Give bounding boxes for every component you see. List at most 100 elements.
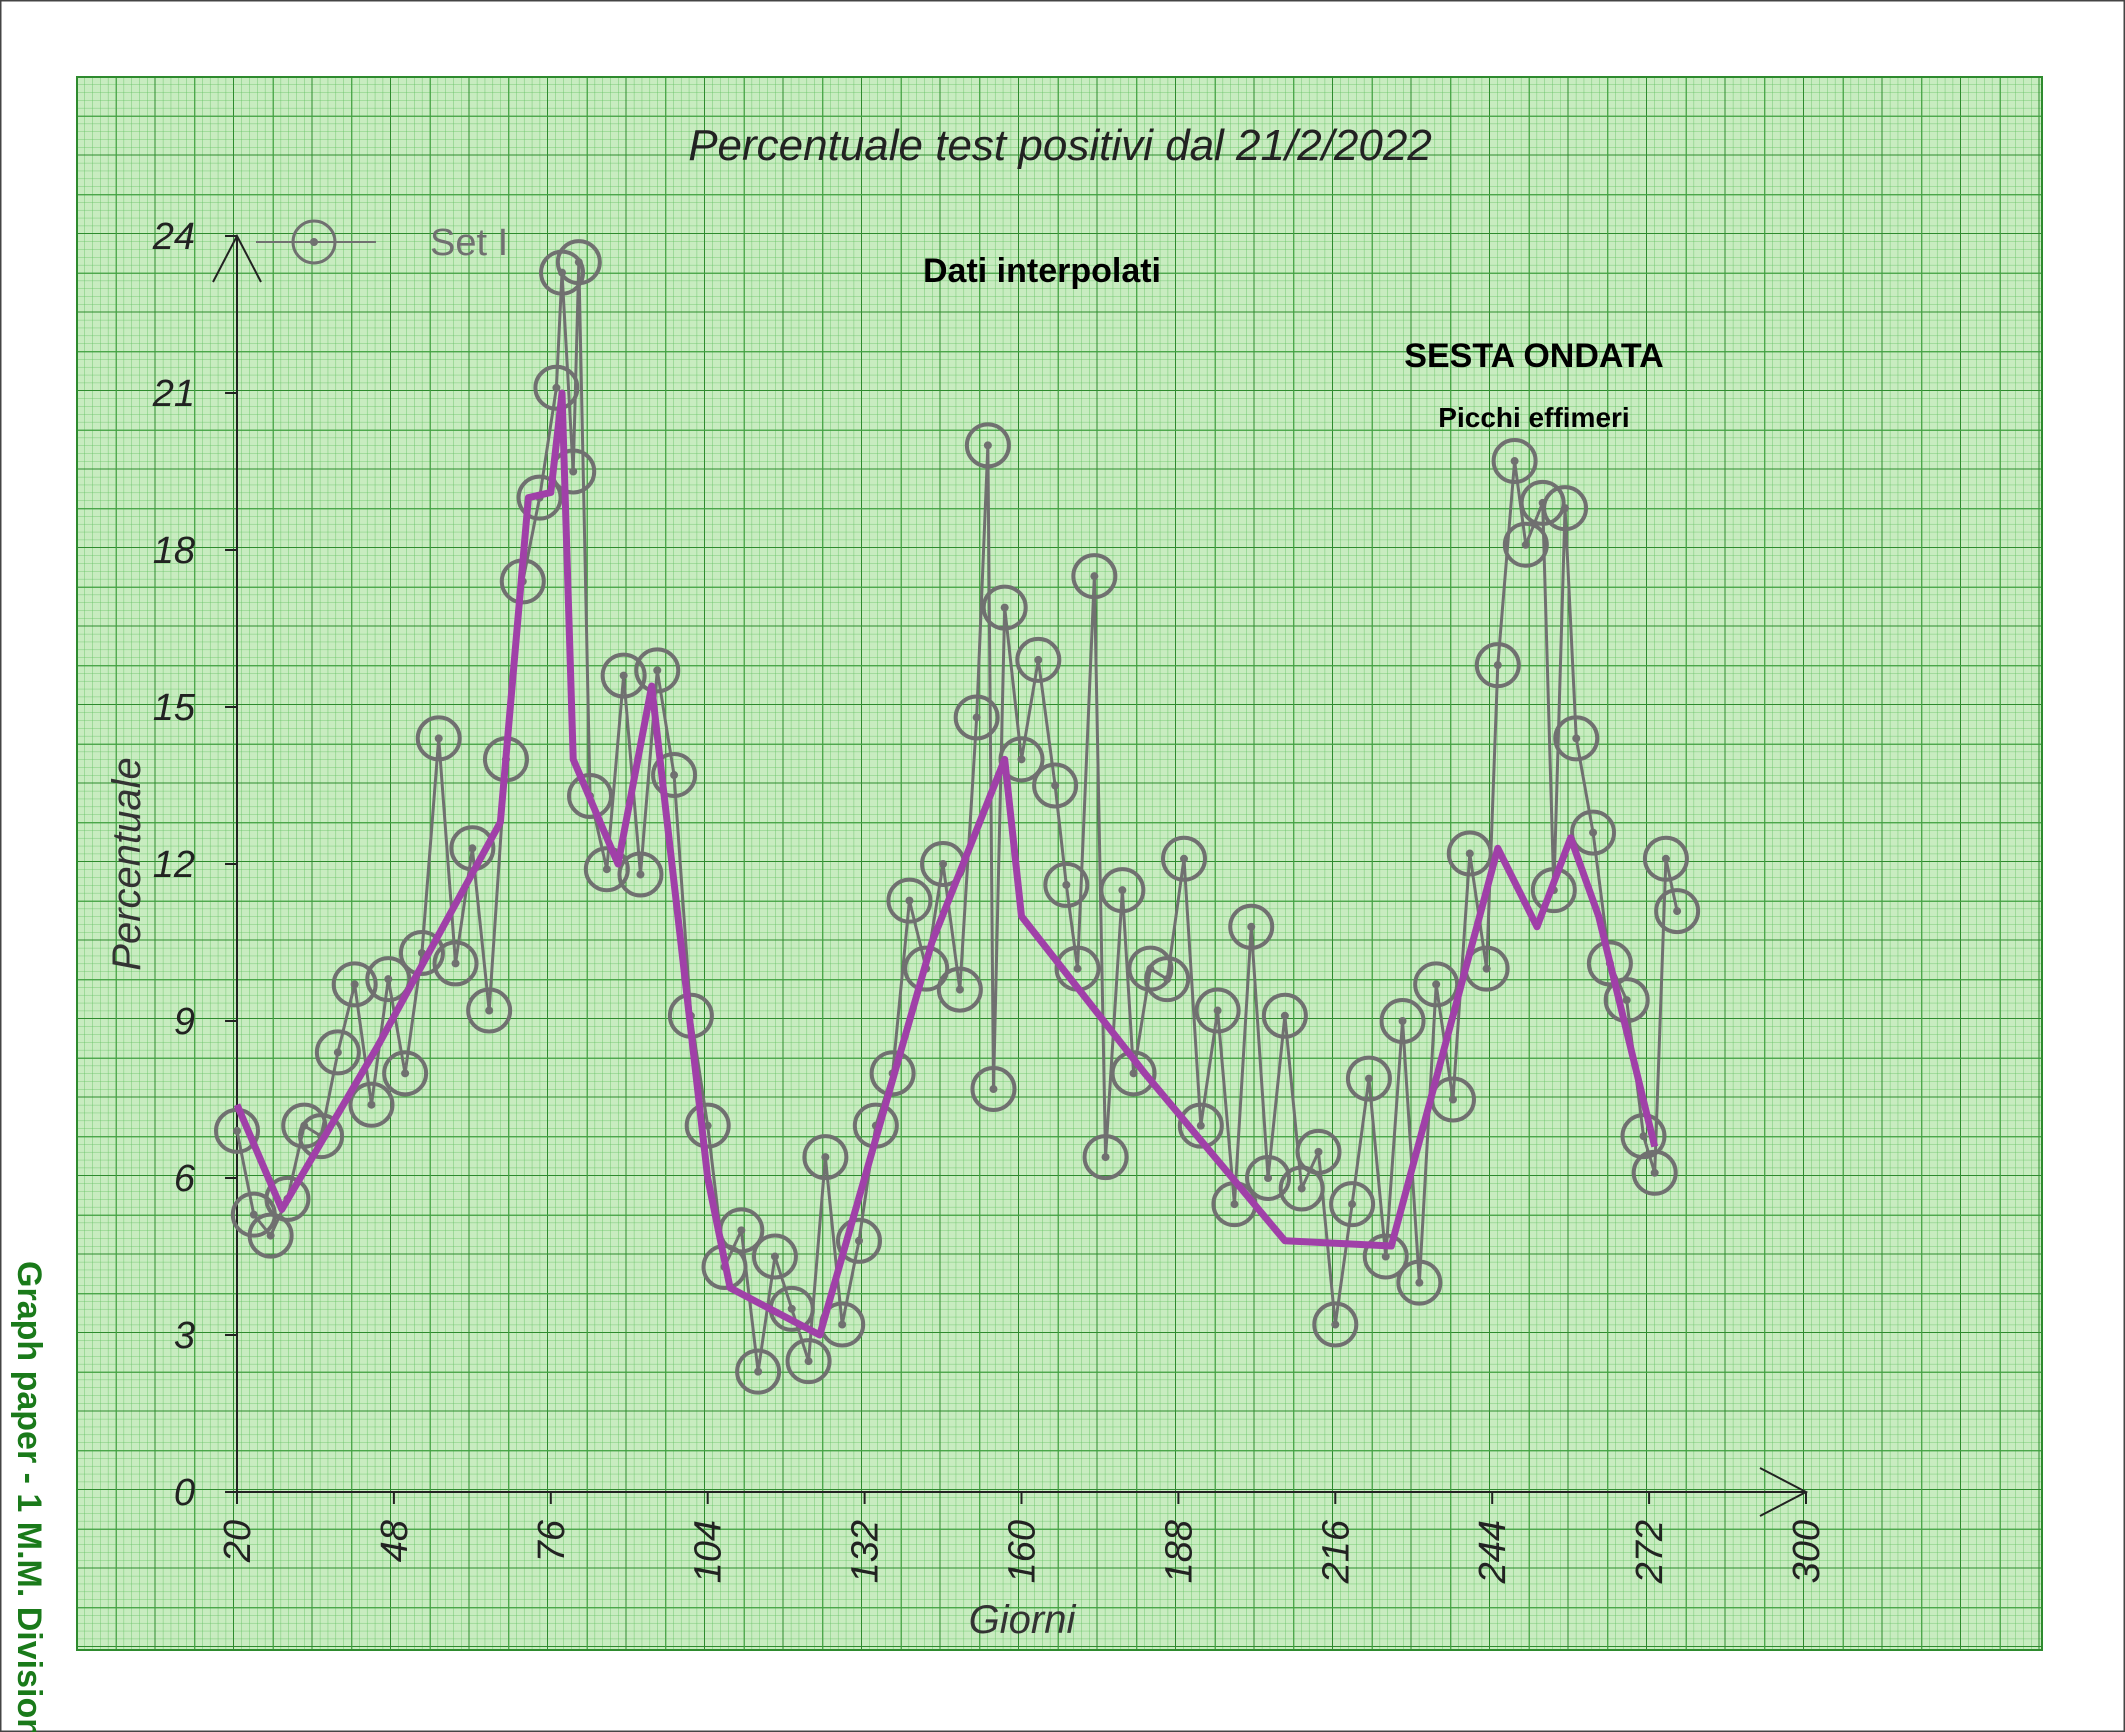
point-ring	[1245, 1155, 1292, 1201]
x-tick-label: 160	[1002, 1520, 1044, 1583]
point-dot	[602, 865, 611, 874]
point-dot	[1521, 540, 1530, 549]
point-dot	[1314, 1147, 1323, 1156]
point-ring	[684, 1102, 731, 1149]
point-ring	[936, 966, 983, 1013]
y-tick-label: 6	[174, 1158, 196, 1200]
point-ring	[802, 1134, 849, 1181]
point-dot	[1493, 661, 1502, 670]
y-tick-label: 9	[174, 1001, 195, 1043]
point-dot	[1034, 655, 1043, 664]
point-dot	[468, 844, 477, 853]
point-dot	[1448, 1095, 1457, 1104]
point-ring	[1071, 553, 1118, 600]
point-dot	[401, 1069, 410, 1078]
point-ring	[1345, 1055, 1392, 1102]
point-dot	[1017, 755, 1026, 764]
point-dot	[569, 467, 578, 476]
point-ring	[348, 1081, 395, 1128]
point-dot	[955, 985, 964, 994]
data-point	[1245, 1155, 1292, 1201]
point-ring	[634, 647, 681, 694]
point-dot	[1101, 1153, 1110, 1162]
side-note: Graph paper - 1 M.M. Division	[10, 1261, 48, 1732]
point-ring	[1642, 835, 1689, 882]
data-point	[735, 1348, 782, 1395]
point-dot	[754, 1367, 763, 1376]
data-point	[1542, 485, 1589, 532]
data-point	[802, 1134, 849, 1181]
point-dot	[1465, 849, 1474, 858]
point-dot	[1415, 1278, 1424, 1287]
point-ring	[398, 929, 445, 976]
point-ring	[382, 1050, 429, 1097]
data-point	[1362, 1233, 1409, 1280]
point-ring	[1261, 992, 1308, 1039]
point-ring	[1032, 762, 1079, 809]
y-tick-label: 21	[152, 373, 195, 415]
point-ring	[1099, 867, 1146, 914]
data-point	[1446, 830, 1493, 877]
point-ring	[1082, 1134, 1129, 1181]
point-ring	[1413, 961, 1460, 1008]
legend-marker-dot	[310, 238, 318, 246]
data-point	[981, 584, 1028, 631]
data-point	[1491, 438, 1538, 485]
point-dot	[983, 441, 992, 450]
data-point	[998, 736, 1045, 783]
point-ring	[785, 1338, 832, 1385]
point-dot	[1090, 572, 1099, 581]
annotation: Picchi effimeri	[1438, 402, 1629, 433]
point-ring	[1631, 1149, 1678, 1196]
point-dot	[703, 1121, 712, 1130]
data-point	[651, 752, 698, 799]
data-point	[583, 846, 630, 893]
data-point	[466, 987, 513, 1034]
point-dot	[1348, 1200, 1357, 1209]
data-point	[1329, 1181, 1376, 1228]
point-ring	[314, 1029, 361, 1076]
x-tick-label: 216	[1315, 1519, 1357, 1584]
point-dot	[1398, 1017, 1407, 1025]
data-point	[936, 966, 983, 1013]
point-ring	[751, 1233, 798, 1280]
point-ring	[998, 736, 1045, 783]
point-dot	[636, 870, 645, 879]
point-ring	[583, 846, 630, 893]
data-point	[1015, 636, 1062, 683]
x-axis-title: Giorni	[969, 1598, 1077, 1642]
point-ring	[1194, 987, 1241, 1034]
data-point	[751, 1233, 798, 1280]
point-dot	[1129, 1069, 1138, 1078]
point-ring	[1474, 642, 1521, 689]
point-ring	[903, 945, 950, 992]
data-point	[1099, 867, 1146, 914]
data-point	[1502, 521, 1549, 568]
point-dot	[451, 959, 460, 968]
data-point	[617, 851, 664, 898]
x-tick-label: 244	[1472, 1520, 1514, 1584]
data-point	[365, 956, 412, 1003]
y-axis-title: Percentuale	[105, 757, 149, 970]
data-point	[331, 961, 378, 1008]
data-point	[1642, 835, 1689, 882]
legend-marker	[291, 219, 337, 265]
point-dot	[989, 1085, 998, 1094]
point-ring	[1530, 867, 1577, 914]
point-ring	[1379, 998, 1426, 1044]
data-point	[835, 1217, 882, 1264]
x-tick-label: 188	[1158, 1520, 1200, 1583]
point-ring	[1654, 888, 1701, 935]
data-point	[1345, 1055, 1392, 1102]
point-ring	[1542, 485, 1589, 532]
point-ring	[516, 474, 563, 521]
y-tick-label: 24	[152, 216, 195, 258]
point-ring	[981, 584, 1028, 631]
point-dot	[1247, 922, 1256, 931]
point-dot	[1000, 603, 1009, 612]
data-point	[1177, 1102, 1224, 1149]
interpolated-line	[233, 389, 1659, 1339]
data-point	[432, 940, 479, 987]
point-ring	[1553, 715, 1600, 762]
point-dot	[670, 771, 679, 780]
